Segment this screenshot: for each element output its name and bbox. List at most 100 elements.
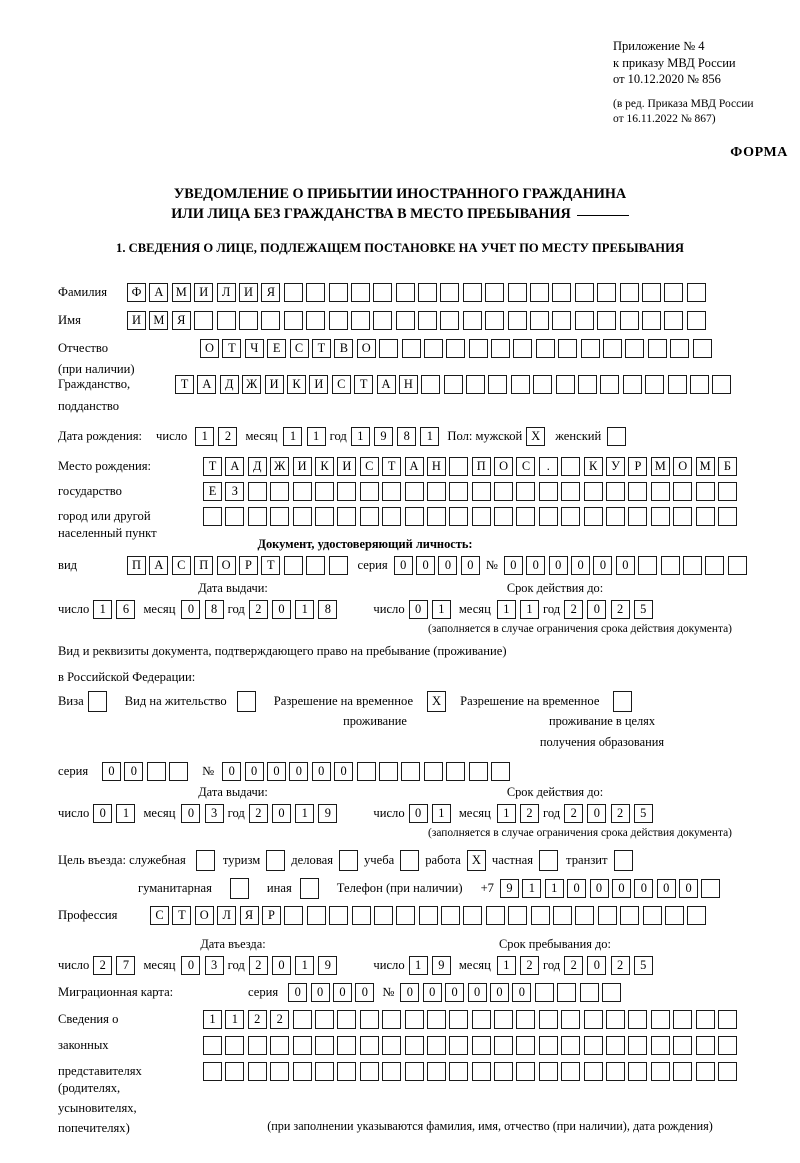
phone-box-3[interactable]: 1 — [544, 879, 564, 898]
reps-row3-box-2[interactable] — [225, 1062, 245, 1081]
birthplace-row2-box-1[interactable]: Е — [203, 482, 222, 501]
surname-box-10[interactable] — [328, 283, 348, 302]
migration-series-box-3[interactable]: 0 — [332, 983, 352, 1002]
reps-row3-box-5[interactable] — [292, 1062, 312, 1081]
birthplace-row1-box-12[interactable] — [449, 457, 469, 476]
reps-row2-box-11[interactable] — [426, 1036, 446, 1055]
reps-row3-box-6[interactable] — [314, 1062, 334, 1081]
entry-year-box-3[interactable]: 1 — [295, 956, 315, 975]
surname-box-5[interactable]: Л — [216, 283, 236, 302]
birthplace-row2-box-5[interactable] — [292, 482, 312, 501]
reps-row1-box-18[interactable] — [583, 1010, 603, 1029]
stay-month-box-1[interactable]: 1 — [496, 956, 516, 975]
birthplace-row2-box-23[interactable] — [695, 482, 715, 501]
birthplace-row2-box-19[interactable] — [606, 482, 626, 501]
migration-number-box-7[interactable] — [534, 983, 554, 1002]
birthplace-row3-box-17[interactable] — [561, 507, 581, 526]
birthplace-row3-box-1[interactable] — [203, 507, 222, 526]
birthplace-row2-box-17[interactable] — [561, 482, 581, 501]
birthplace-row3-box-3[interactable] — [247, 507, 267, 526]
doc-series-box-1[interactable]: 0 — [393, 556, 413, 575]
citizenship-box-24[interactable] — [689, 375, 709, 394]
permit-number-box-4[interactable]: 0 — [289, 762, 309, 781]
profession-box-2[interactable]: Т — [172, 906, 192, 925]
citizenship-box-2[interactable]: А — [197, 375, 217, 394]
birthplace-row1-box-11[interactable]: Н — [426, 457, 446, 476]
reps-row1-box-13[interactable] — [471, 1010, 491, 1029]
reps-row3-box-8[interactable] — [359, 1062, 379, 1081]
surname-box-1[interactable]: Ф — [127, 283, 146, 302]
profession-box-18[interactable] — [530, 906, 550, 925]
doc-series-box-3[interactable]: 0 — [438, 556, 458, 575]
profession-box-10[interactable] — [351, 906, 371, 925]
birthplace-row3-box-6[interactable] — [314, 507, 334, 526]
patronymic-box-23[interactable] — [692, 339, 712, 358]
profession-box-25[interactable] — [687, 906, 707, 925]
profession-box-19[interactable] — [553, 906, 573, 925]
surname-box-25[interactable] — [664, 283, 684, 302]
profession-box-21[interactable] — [597, 906, 617, 925]
purpose-other-checkbox[interactable] — [299, 878, 319, 899]
permit-series-box-2[interactable]: 0 — [124, 762, 144, 781]
patronymic-box-3[interactable]: Ч — [244, 339, 264, 358]
citizenship-box-14[interactable] — [466, 375, 486, 394]
birthplace-row3-box-4[interactable] — [270, 507, 290, 526]
birthplace-row3-box-14[interactable] — [494, 507, 514, 526]
reps-row2-box-1[interactable] — [203, 1036, 222, 1055]
reps-row3-box-3[interactable] — [247, 1062, 267, 1081]
birthplace-row1-box-16[interactable]: . — [538, 457, 558, 476]
profession-box-23[interactable] — [642, 906, 662, 925]
permit-number-box-12[interactable] — [468, 762, 488, 781]
birthplace-row3-box-19[interactable] — [606, 507, 626, 526]
profession-box-9[interactable] — [329, 906, 349, 925]
reps-row1-box-11[interactable] — [426, 1010, 446, 1029]
phone-box-2[interactable]: 1 — [522, 879, 542, 898]
doc-issue-year-box-1[interactable]: 2 — [248, 600, 268, 619]
birthplace-row3-box-23[interactable] — [695, 507, 715, 526]
birthplace-row3-box-20[interactable] — [628, 507, 648, 526]
doc-kind-box-10[interactable] — [328, 556, 348, 575]
doc-valid-year-box-3[interactable]: 2 — [610, 600, 630, 619]
birthplace-row1-box-18[interactable]: К — [583, 457, 603, 476]
name-box-4[interactable] — [194, 311, 214, 330]
birth-day-box-1[interactable]: 1 — [195, 427, 215, 446]
doc-issue-month-box-2[interactable]: 8 — [204, 600, 224, 619]
citizenship-box-20[interactable] — [600, 375, 620, 394]
permit-valid-year-box-4[interactable]: 5 — [633, 804, 653, 823]
profession-box-13[interactable] — [418, 906, 438, 925]
surname-box-26[interactable] — [686, 283, 706, 302]
permit-valid-year-box-1[interactable]: 2 — [564, 804, 584, 823]
citizenship-box-22[interactable] — [645, 375, 665, 394]
surname-box-4[interactable]: И — [194, 283, 214, 302]
reps-row2-box-3[interactable] — [247, 1036, 267, 1055]
profession-box-8[interactable] — [306, 906, 326, 925]
citizenship-box-13[interactable] — [443, 375, 463, 394]
doc-kind-box-1[interactable]: П — [127, 556, 146, 575]
surname-box-8[interactable] — [283, 283, 303, 302]
migration-number-box-3[interactable]: 0 — [445, 983, 465, 1002]
doc-valid-month-box-2[interactable]: 1 — [520, 600, 540, 619]
reps-row2-box-15[interactable] — [516, 1036, 536, 1055]
reps-row2-box-19[interactable] — [606, 1036, 626, 1055]
name-box-1[interactable]: И — [127, 311, 146, 330]
reps-row2-box-8[interactable] — [359, 1036, 379, 1055]
permit-number-box-3[interactable]: 0 — [266, 762, 286, 781]
birthplace-row2-box-13[interactable] — [471, 482, 491, 501]
birthplace-row2-box-22[interactable] — [673, 482, 693, 501]
surname-box-19[interactable] — [530, 283, 550, 302]
citizenship-box-11[interactable]: Н — [398, 375, 418, 394]
patronymic-box-14[interactable] — [491, 339, 511, 358]
reps-row1-box-7[interactable] — [337, 1010, 357, 1029]
birthplace-row2-box-4[interactable] — [270, 482, 290, 501]
patronymic-box-20[interactable] — [625, 339, 645, 358]
doc-valid-day-box-2[interactable]: 1 — [431, 600, 451, 619]
patronymic-box-1[interactable]: О — [200, 339, 219, 358]
